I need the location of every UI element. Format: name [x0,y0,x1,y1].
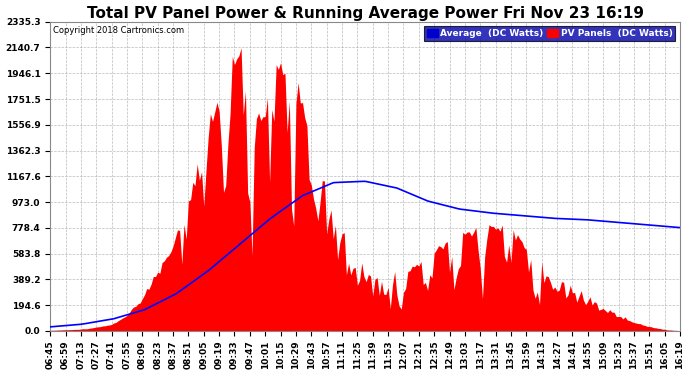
Text: Copyright 2018 Cartronics.com: Copyright 2018 Cartronics.com [53,26,184,35]
Title: Total PV Panel Power & Running Average Power Fri Nov 23 16:19: Total PV Panel Power & Running Average P… [86,6,644,21]
Legend: Average  (DC Watts), PV Panels  (DC Watts): Average (DC Watts), PV Panels (DC Watts) [424,26,676,40]
